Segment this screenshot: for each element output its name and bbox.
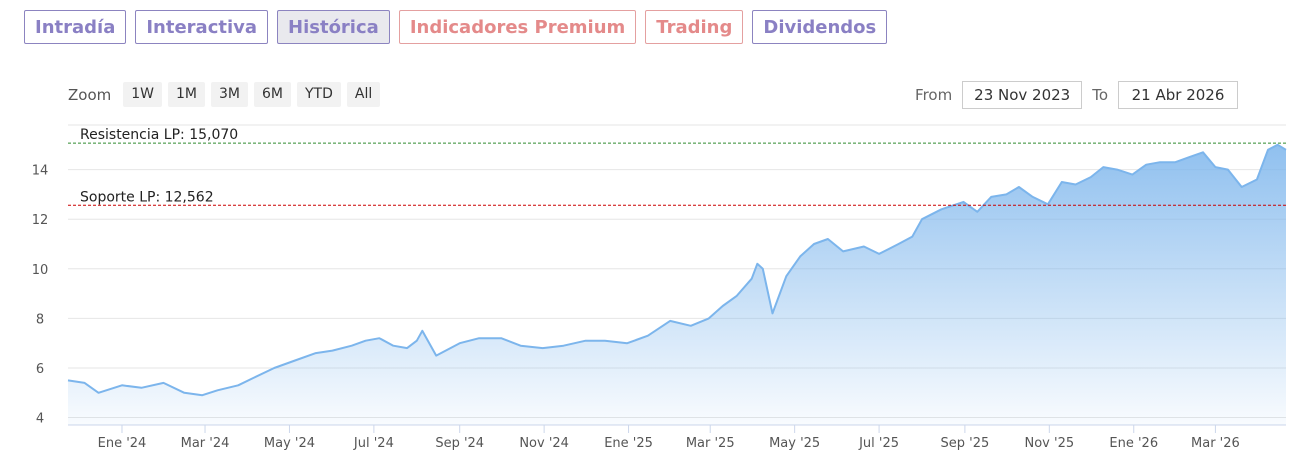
tab-trading[interactable]: Trading xyxy=(645,10,744,44)
x-tick-label: Nov '25 xyxy=(1025,436,1075,451)
from-label: From xyxy=(915,86,953,104)
zoom-button-3m[interactable]: 3M xyxy=(211,82,248,107)
zoom-button-6m[interactable]: 6M xyxy=(254,82,291,107)
zoom-label: Zoom xyxy=(68,85,112,104)
y-tick-label: 8 xyxy=(36,312,44,327)
tab-intradía[interactable]: Intradía xyxy=(24,10,127,44)
y-tick-label: 10 xyxy=(32,263,49,278)
zoom-button-all[interactable]: All xyxy=(346,82,381,107)
x-tick-label: Mar '24 xyxy=(181,436,230,451)
from-date-input[interactable]: 23 Nov 2023 xyxy=(962,81,1083,109)
y-tick-label: 14 xyxy=(32,164,49,179)
x-tick-label: Jul '24 xyxy=(353,436,394,451)
to-date-input[interactable]: 21 Abr 2026 xyxy=(1118,81,1238,109)
zoom-button-ytd[interactable]: YTD xyxy=(297,82,341,107)
y-tick-label: 6 xyxy=(36,362,44,377)
y-tick-label: 4 xyxy=(36,412,44,427)
x-tick-label: Ene '26 xyxy=(1109,436,1158,451)
x-tick-label: Sep '24 xyxy=(435,436,484,451)
y-tick-label: 12 xyxy=(32,213,49,228)
reference-lines: Resistencia LP: 15,070 Soporte LP: 12,562 xyxy=(68,127,1286,206)
x-tick-label: Ene '25 xyxy=(604,436,653,451)
x-tick-label: Sep '25 xyxy=(941,436,990,451)
tab-dividendos[interactable]: Dividendos xyxy=(752,10,888,44)
support-label: Soporte LP: 12,562 xyxy=(80,189,214,205)
tab-histórica[interactable]: Histórica xyxy=(277,10,390,44)
x-tick-label: Ene '24 xyxy=(98,436,147,451)
x-tick-label: May '24 xyxy=(264,436,315,451)
x-tick-label: Jul '25 xyxy=(858,436,899,451)
date-range: From 23 Nov 2023 To 21 Abr 2026 xyxy=(905,81,1238,109)
zoom-button-1w[interactable]: 1W xyxy=(123,82,162,107)
resistance-label: Resistencia LP: 15,070 xyxy=(80,127,238,143)
x-axis: Ene '24 Mar '24 May '24 Jul '24 Sep '24 Nov '… xyxy=(68,424,1286,451)
price-area xyxy=(68,144,1286,426)
x-tick-label: Mar '25 xyxy=(686,436,735,451)
zoom-controls: Zoom 1W 1M 3M 6M YTD All xyxy=(68,82,381,107)
price-line xyxy=(67,143,1287,397)
zoom-button-1m[interactable]: 1M xyxy=(168,82,205,107)
x-tick-label: Mar '26 xyxy=(1191,436,1240,451)
tab-indicadores-premium[interactable]: Indicadores Premium xyxy=(398,10,637,44)
plot-area xyxy=(67,143,1287,426)
x-tick-label: Nov '24 xyxy=(519,436,569,451)
to-label: To xyxy=(1092,86,1108,104)
x-tick-label: May '25 xyxy=(769,436,820,451)
y-axis: 4 6 8 10 12 14 xyxy=(32,164,49,427)
tab-interactiva[interactable]: Interactiva xyxy=(135,10,269,44)
chart-tabs: Intradía Interactiva Histórica Indicadores … xyxy=(24,10,888,44)
